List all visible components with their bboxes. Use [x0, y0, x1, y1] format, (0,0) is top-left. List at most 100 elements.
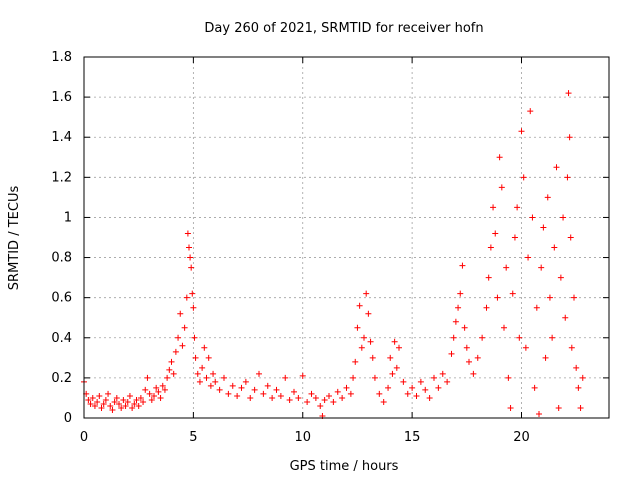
data-point [133, 396, 140, 403]
y-tick-label: 0.2 [51, 371, 72, 386]
data-point [461, 324, 468, 331]
data-point [396, 344, 402, 351]
data-point [188, 264, 195, 271]
data-point [573, 364, 580, 371]
plot-frame [83, 56, 610, 419]
data-point [126, 392, 133, 399]
data-point [120, 396, 127, 403]
data-point [393, 364, 400, 371]
data-point [505, 374, 512, 381]
data-point [450, 334, 457, 341]
data-point [87, 400, 94, 407]
data-point [216, 386, 223, 393]
data-point [291, 388, 297, 395]
data-point [312, 394, 319, 401]
data-point [91, 402, 98, 409]
data-point [308, 390, 315, 397]
data-point [256, 370, 262, 377]
data-point [264, 382, 271, 389]
data-point [557, 274, 564, 281]
data-point [431, 374, 437, 381]
data-point [527, 108, 534, 115]
x-tick-label: 5 [189, 430, 197, 445]
data-point [483, 304, 490, 311]
data-point [455, 304, 462, 311]
data-point [251, 386, 258, 393]
data-point [299, 372, 306, 379]
data-point [170, 370, 177, 377]
data-point [350, 374, 357, 381]
data-point [129, 404, 136, 411]
data-point [494, 294, 501, 301]
data-point [321, 396, 328, 403]
x-tick-label: 10 [294, 430, 311, 445]
data-point [518, 128, 525, 135]
data-point [503, 264, 510, 271]
data-point [89, 394, 96, 401]
data-point [422, 386, 429, 393]
data-point [490, 204, 497, 211]
data-point [400, 378, 407, 385]
data-point [201, 344, 208, 351]
data-point [448, 350, 455, 357]
data-point [326, 392, 332, 399]
data-point [111, 398, 118, 405]
data-point [131, 400, 138, 407]
data-point [159, 382, 166, 389]
data-point [109, 406, 116, 413]
data-point [352, 358, 359, 365]
data-point [187, 254, 194, 261]
data-point [175, 334, 182, 341]
data-point [273, 386, 280, 393]
data-point [286, 396, 293, 403]
data-point [137, 394, 144, 401]
data-point [94, 398, 101, 405]
data-point [466, 358, 472, 365]
data-point [151, 392, 157, 399]
data-point [435, 384, 442, 391]
data-point [247, 394, 254, 401]
data-point [577, 404, 584, 411]
data-point [525, 254, 532, 261]
y-axis-label: SRMTID / TECUs [7, 186, 22, 291]
data-point [501, 324, 507, 331]
data-point [295, 394, 302, 401]
data-point [356, 302, 363, 309]
data-point [184, 230, 191, 237]
x-axis-label: GPS time / hours [290, 459, 399, 474]
data-point [116, 400, 122, 407]
data-point [221, 374, 227, 381]
data-point [363, 290, 370, 297]
data-point [516, 334, 523, 341]
data-point [196, 378, 203, 385]
data-point [144, 374, 151, 381]
data-point [417, 378, 424, 385]
data-point [474, 354, 481, 361]
y-tick-label: 0 [64, 411, 72, 426]
data-point [207, 382, 214, 389]
x-tick-label: 15 [404, 430, 421, 445]
data-point [189, 290, 196, 297]
data-point [571, 294, 577, 301]
data-point [529, 214, 536, 221]
data-point [122, 402, 129, 409]
data-point [183, 294, 190, 301]
data-point [463, 344, 470, 351]
data-point [514, 204, 521, 211]
data-point [387, 354, 394, 361]
data-point [380, 398, 387, 405]
y-tick-label: 1.2 [51, 170, 72, 185]
data-point [540, 224, 547, 231]
data-point [385, 384, 392, 391]
data-point [487, 244, 494, 251]
data-point [118, 404, 125, 411]
y-tick-label: 1 [64, 210, 72, 225]
data-point [179, 342, 186, 349]
data-point [155, 388, 162, 395]
data-point [531, 384, 538, 391]
y-tick-label: 1.6 [51, 90, 72, 105]
data-point [542, 354, 549, 361]
data-point [546, 294, 553, 301]
data-point [551, 244, 558, 251]
